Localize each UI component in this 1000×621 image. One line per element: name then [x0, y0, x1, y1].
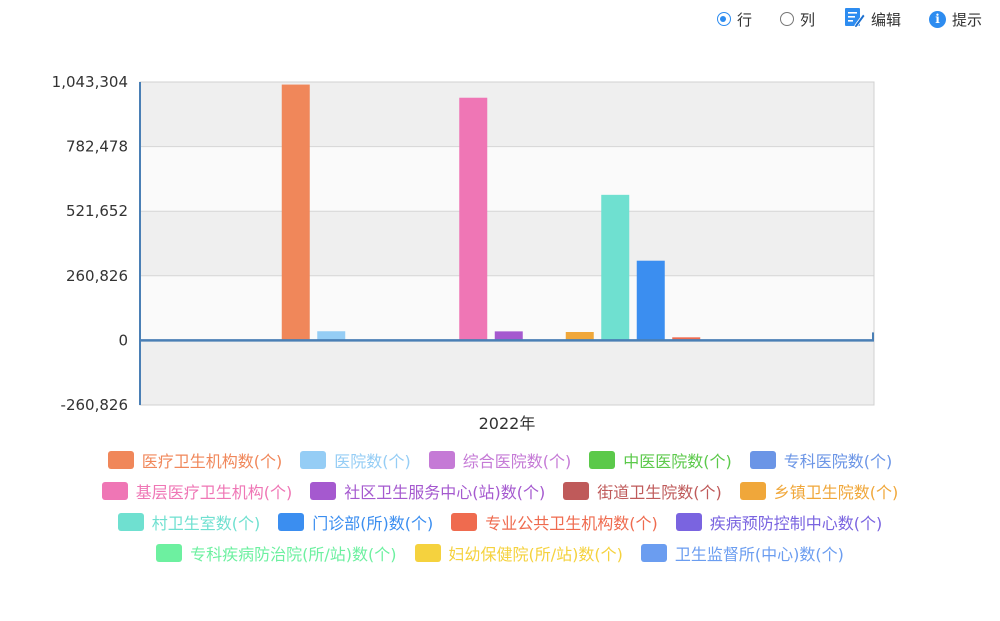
legend-label: 综合医院数(个): [462, 452, 572, 471]
legend-swatch: [310, 482, 337, 500]
legend-swatch: [428, 451, 455, 469]
bar-0: [281, 84, 310, 341]
legend-item[interactable]: 妇幼保健院(所/站)数(个): [414, 541, 623, 565]
y-tick-label: 1,043,304: [52, 73, 128, 91]
plot-band: [140, 340, 874, 405]
legend-label: 村卫生室数(个): [151, 514, 261, 533]
legend-swatch: [739, 482, 766, 500]
legend-item[interactable]: 乡镇卫生院数(个): [739, 479, 899, 503]
legend-label: 疾病预防控制中心数(个): [709, 514, 883, 533]
chart-legend: 医疗卫生机构数(个) 医院数(个) 综合医院数(个) 中医医院数(个) 专科医院数(个)…: [0, 448, 1000, 565]
bar-9: [601, 194, 630, 341]
edit-label: 编辑: [870, 10, 901, 29]
row-radio-option[interactable]: 行: [716, 9, 752, 30]
legend-swatch: [749, 451, 776, 469]
legend-item[interactable]: 门诊部(所)数(个): [278, 510, 433, 534]
legend-swatch: [300, 451, 327, 469]
chart-toolbar: 行 列 编辑 i 提示: [716, 6, 982, 32]
legend-label: 卫生监督所(中心)数(个): [674, 545, 844, 564]
legend-item[interactable]: 综合医院数(个): [428, 448, 572, 472]
legend-swatch: [589, 451, 616, 469]
legend-row: 村卫生室数(个) 门诊部(所)数(个) 专业公共卫生机构数(个) 疾病预防控制中心数(…: [117, 510, 883, 534]
legend-swatch: [117, 513, 144, 531]
legend-item[interactable]: 村卫生室数(个): [117, 510, 261, 534]
legend-label: 专科疾病防治院(所/站)数(个): [190, 545, 397, 564]
info-icon: i: [928, 10, 946, 28]
legend-swatch: [101, 482, 128, 500]
legend-label: 中医医院数(个): [623, 452, 732, 471]
bar-10: [636, 260, 665, 341]
radio-unchecked-icon[interactable]: [779, 12, 794, 26]
bar-11: [672, 337, 701, 341]
legend-swatch: [640, 544, 667, 562]
edit-button[interactable]: 编辑: [843, 6, 901, 32]
legend-label: 基层医疗卫生机构(个): [135, 483, 293, 502]
legend-item[interactable]: 专科医院数(个): [749, 448, 893, 472]
tip-label: 提示: [951, 10, 982, 29]
bar-chart: -260,826 0 260,826 521,652 782,478 1,043,304 2…: [52, 73, 875, 433]
legend-swatch: [156, 544, 183, 562]
legend-label: 乡镇卫生院数(个): [773, 483, 899, 502]
legend-swatch: [278, 513, 305, 531]
legend-item[interactable]: 医疗卫生机构数(个): [107, 448, 283, 472]
legend-item[interactable]: 街道卫生院数(个): [563, 479, 722, 503]
legend-label: 专科医院数(个): [783, 452, 893, 471]
y-tick-label: 0: [118, 331, 128, 349]
tip-button[interactable]: i 提示: [928, 9, 982, 30]
legend-label: 妇幼保健院(所/站)数(个): [448, 545, 623, 564]
row-radio-label: 行: [736, 10, 752, 29]
legend-label: 门诊部(所)数(个): [312, 514, 434, 533]
y-tick-label: 521,652: [66, 202, 128, 220]
legend-item[interactable]: 基层医疗卫生机构(个): [101, 479, 293, 503]
legend-label: 专业公共卫生机构数(个): [485, 514, 658, 533]
radio-checked-icon[interactable]: [716, 12, 731, 26]
legend-item[interactable]: 社区卫生服务中心(站)数(个): [310, 479, 545, 503]
legend-row: 基层医疗卫生机构(个) 社区卫生服务中心(站)数(个) 街道卫生院数(个) 乡镇卫生院…: [101, 479, 899, 503]
plot-band: [140, 82, 874, 147]
legend-item[interactable]: 疾病预防控制中心数(个): [675, 510, 883, 534]
legend-label: 社区卫生服务中心(站)数(个): [344, 483, 546, 502]
bar-6: [494, 331, 523, 341]
legend-swatch: [563, 482, 590, 500]
legend-item[interactable]: 中医医院数(个): [589, 448, 732, 472]
legend-swatch: [451, 513, 478, 531]
legend-row: 专科疾病防治院(所/站)数(个) 妇幼保健院(所/站)数(个) 卫生监督所(中心)数…: [156, 541, 844, 565]
plot-band: [140, 146, 874, 212]
y-tick-label: 782,478: [66, 138, 128, 156]
x-category-label: 2022年: [479, 414, 536, 433]
bar-8: [565, 331, 594, 341]
bar-1: [317, 331, 346, 341]
legend-label: 医院数(个): [334, 452, 411, 471]
bar-5: [459, 97, 488, 341]
legend-label: 街道卫生院数(个): [597, 483, 722, 502]
legend-swatch: [414, 544, 441, 562]
legend-swatch: [107, 451, 134, 469]
column-radio-label: 列: [799, 10, 815, 29]
legend-item[interactable]: 医院数(个): [300, 448, 411, 472]
column-radio-option[interactable]: 列: [779, 9, 815, 30]
legend-row: 医疗卫生机构数(个) 医院数(个) 综合医院数(个) 中医医院数(个) 专科医院数(个): [107, 448, 893, 472]
legend-item[interactable]: 专业公共卫生机构数(个): [451, 510, 658, 534]
y-tick-label: 260,826: [66, 267, 128, 285]
legend-item[interactable]: 专科疾病防治院(所/站)数(个): [156, 541, 397, 565]
legend-label: 医疗卫生机构数(个): [141, 452, 283, 471]
edit-icon: [843, 6, 866, 32]
plot-band: [140, 275, 874, 341]
y-tick-label: -260,826: [61, 396, 128, 414]
plot-band: [140, 211, 874, 276]
legend-swatch: [675, 513, 702, 531]
legend-item[interactable]: 卫生监督所(中心)数(个): [640, 541, 844, 565]
